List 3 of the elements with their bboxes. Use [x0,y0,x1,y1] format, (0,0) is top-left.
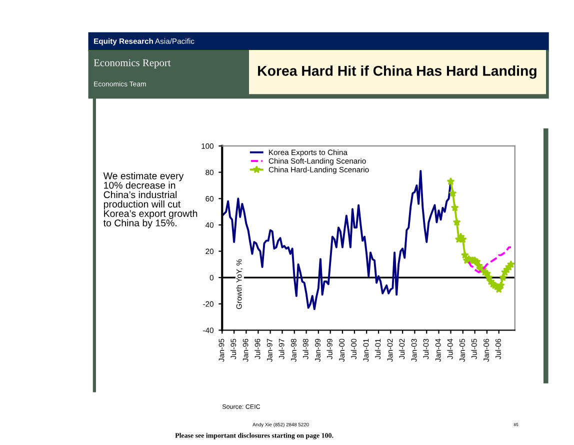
text: Economics Report [94,59,171,68]
chart-title: Korea Hard Hit if China Has Hard Landing [258,65,536,79]
text: We estimate every 10% decrease in China’s industrial production will cut Korea’s export growth to China by 15%. [103,172,198,228]
